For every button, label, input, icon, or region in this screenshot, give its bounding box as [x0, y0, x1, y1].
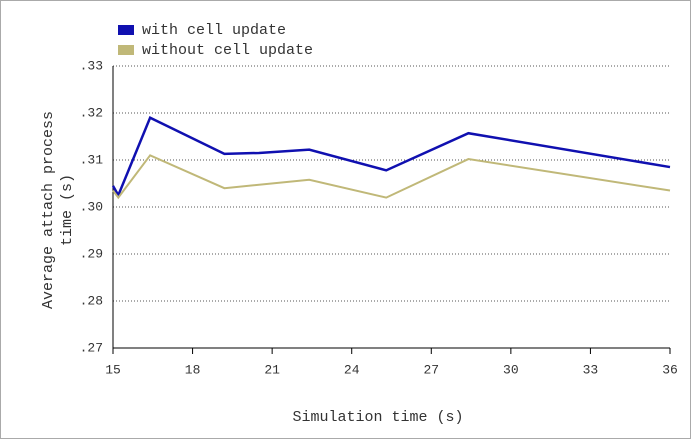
- y-axis-label: Average attach process: [40, 111, 57, 309]
- y-tick-label: .30: [80, 199, 103, 214]
- x-tick-label: 27: [423, 362, 439, 377]
- x-tick-label: 24: [344, 362, 360, 377]
- x-tick-label: 36: [662, 362, 678, 377]
- y-tick-label: .27: [80, 340, 103, 355]
- y-tick-label: .33: [80, 58, 103, 73]
- legend-label: with cell update: [142, 22, 286, 39]
- x-axis-label: Simulation time (s): [292, 409, 463, 426]
- series-line: [112, 154, 671, 200]
- y-tick-label: .29: [80, 246, 103, 261]
- x-tick-label: 15: [105, 362, 121, 377]
- y-axis-label: time (s): [59, 174, 76, 246]
- legend-swatch: [118, 25, 134, 35]
- x-tick-label: 30: [503, 362, 519, 377]
- legend-swatch: [118, 45, 134, 55]
- y-tick-label: .31: [80, 152, 104, 167]
- x-tick-label: 33: [583, 362, 599, 377]
- y-tick-label: .32: [80, 105, 103, 120]
- x-tick-label: 21: [264, 362, 280, 377]
- series-line: [111, 115, 671, 199]
- legend-label: without cell update: [142, 42, 313, 59]
- x-tick-label: 18: [185, 362, 201, 377]
- y-tick-label: .28: [80, 293, 103, 308]
